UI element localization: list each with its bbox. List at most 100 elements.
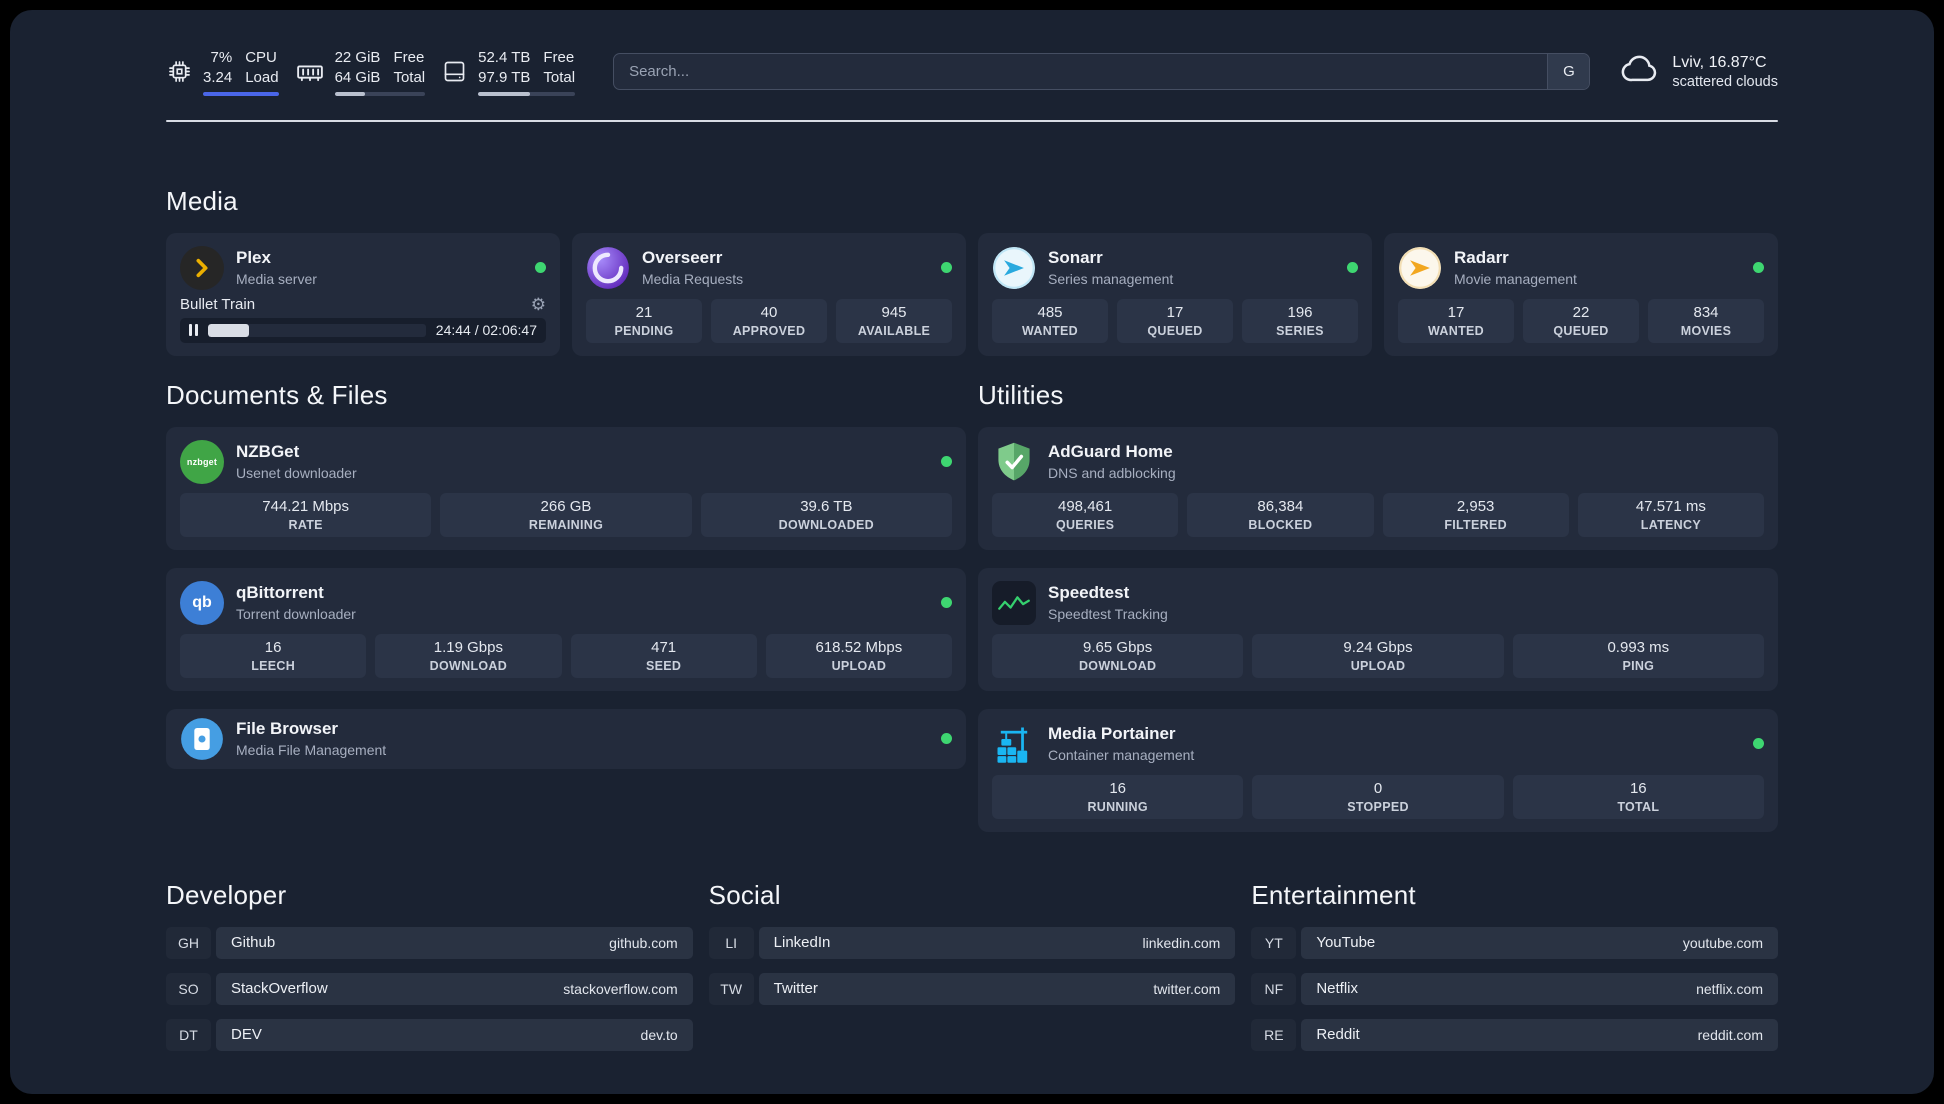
stat-box: 485 WANTED — [992, 298, 1108, 343]
stat-box: 16 TOTAL — [1512, 774, 1764, 819]
status-online-dot — [941, 456, 952, 468]
stat-value: 744.21 Mbps — [262, 497, 350, 515]
app-name: Plex — [236, 248, 271, 268]
bookmark-abbr: SO — [166, 972, 211, 1005]
stat-box: 16 RUNNING — [992, 774, 1244, 819]
cpu-label-line2: Load — [245, 68, 279, 86]
stat-value: 1.19 Gbps — [433, 638, 503, 656]
card-qbittorrent[interactable]: qb qBittorrent Torrent downloader 16 — [166, 567, 966, 691]
stat-box: 0.993 ms PING — [1512, 633, 1764, 678]
section-social: Social LI LinkedIn linkedin.com TW Twitt… — [708, 880, 1236, 1065]
sonarr-icon — [992, 246, 1036, 290]
stat-value: 17 — [1166, 303, 1184, 321]
app-subtitle: Usenet downloader — [236, 465, 357, 482]
stat-value: 86,384 — [1257, 497, 1304, 515]
stat-value: 21 — [635, 303, 653, 321]
stat-label: APPROVED — [732, 323, 806, 338]
disk-label-line1: Free — [543, 49, 575, 66]
stat-box: 86,384 BLOCKED — [1187, 492, 1374, 537]
dashboard-content: 7% 3.24 CPU Load — [166, 10, 1778, 1065]
player-seek-bar[interactable]: 24:44 / 02:06:47 — [180, 317, 546, 343]
stat-label: TOTAL — [1617, 799, 1660, 814]
adguard-icon — [992, 440, 1036, 484]
gear-icon[interactable]: ⚙ — [530, 294, 546, 314]
stat-value: 498,461 — [1058, 497, 1113, 515]
bookmark-linkedin[interactable]: LI LinkedIn linkedin.com — [708, 926, 1236, 959]
stat-box: 22 QUEUED — [1523, 298, 1639, 343]
disk-icon — [441, 58, 468, 85]
stat-value: 2,953 — [1456, 497, 1495, 515]
stat-label: SERIES — [1276, 323, 1324, 338]
stat-label: LATENCY — [1640, 517, 1701, 532]
bookmark-abbr: DT — [166, 1018, 211, 1051]
stat-box: 9.65 Gbps DOWNLOAD — [992, 633, 1244, 678]
nzbget-icon-text: nzbget — [186, 456, 218, 467]
weather-widget[interactable]: Lviv, 16.87°C scattered clouds — [1620, 49, 1778, 94]
bookmark-netflix[interactable]: NF Netflix netflix.com — [1251, 972, 1778, 1005]
section-title-developer: Developer — [166, 879, 287, 910]
disk-total: 97.9 TB — [478, 68, 531, 86]
card-nzbget[interactable]: nzbget NZBGet Usenet downloader 744.21 M… — [166, 426, 966, 550]
status-online-dot — [1753, 738, 1764, 750]
card-sonarr[interactable]: Sonarr Series management 485 WANTED 17 Q… — [978, 232, 1372, 356]
pause-icon[interactable] — [189, 324, 198, 337]
bookmark-url: twitter.com — [1153, 980, 1221, 997]
bookmark-stackoverflow[interactable]: SO StackOverflow stackoverflow.com — [166, 972, 693, 1005]
app-subtitle: DNS and adblocking — [1048, 465, 1176, 482]
stat-label: FILTERED — [1444, 517, 1507, 532]
card-speedtest[interactable]: Speedtest Speedtest Tracking 9.65 Gbps D… — [978, 567, 1778, 691]
weather-condition: scattered clouds — [1672, 73, 1778, 90]
bookmark-name: StackOverflow — [231, 980, 328, 998]
disk-usage-bar — [478, 91, 576, 96]
bookmark-abbr: YT — [1251, 926, 1297, 959]
weather-location: Lviv, 16.87°C — [1672, 53, 1767, 71]
stat-label: RUNNING — [1087, 799, 1148, 814]
stat-value: 945 — [881, 303, 907, 321]
card-overseerr[interactable]: Overseerr Media Requests 21 PENDING 40 A… — [572, 232, 966, 356]
app-subtitle: Speedtest Tracking — [1048, 606, 1168, 623]
search-input[interactable] — [614, 54, 1548, 90]
card-plex[interactable]: Plex Media server Bullet Train ⚙ — [166, 232, 560, 356]
bookmark-twitter[interactable]: TW Twitter twitter.com — [708, 972, 1236, 1005]
bookmark-url: github.com — [609, 934, 678, 951]
section-title-documents: Documents & Files — [166, 379, 388, 410]
playback-track[interactable] — [208, 323, 426, 337]
section-entertainment: Entertainment YT YouTube youtube.com NF … — [1251, 880, 1778, 1065]
card-portainer[interactable]: Media Portainer Container management 16 … — [978, 708, 1778, 832]
memory-usage-bar — [334, 91, 426, 96]
bookmark-abbr: RE — [1251, 1018, 1297, 1051]
app-name: qBittorrent — [236, 583, 324, 603]
cpu-chip-icon — [166, 58, 193, 85]
card-filebrowser[interactable]: File Browser Media File Management — [166, 708, 966, 769]
stat-box: 945 AVAILABLE — [836, 298, 952, 343]
bookmark-dev[interactable]: DT DEV dev.to — [166, 1018, 693, 1051]
bookmark-name: Netflix — [1316, 980, 1359, 998]
stat-label: PING — [1622, 658, 1655, 673]
radarr-icon — [1398, 246, 1442, 290]
stat-label: REMAINING — [528, 517, 604, 532]
stat-value: 22 — [1572, 303, 1590, 321]
card-radarr[interactable]: Radarr Movie management 17 WANTED 22 QUE… — [1384, 232, 1778, 356]
bookmark-reddit[interactable]: RE Reddit reddit.com — [1251, 1018, 1778, 1051]
playback-progress-fill — [208, 323, 250, 337]
memory-usage-bar-fill — [334, 91, 366, 96]
search-engine-button[interactable]: G — [1547, 54, 1590, 90]
bookmark-abbr: TW — [708, 972, 754, 1005]
memory-label-line2: Total — [393, 68, 426, 86]
stat-value: 16 — [264, 638, 282, 656]
section-title-media: Media — [166, 185, 238, 216]
memory-widget: 22 GiB 64 GiB Free Total — [295, 48, 426, 96]
status-online-dot — [941, 733, 952, 745]
stat-label: QUEUED — [1147, 323, 1203, 338]
disk-widget: 52.4 TB 97.9 TB Free Total — [441, 48, 576, 96]
stat-value: 16 — [1629, 779, 1647, 797]
stat-label: QUEUED — [1553, 323, 1609, 338]
bookmark-youtube[interactable]: YT YouTube youtube.com — [1251, 926, 1778, 959]
status-online-dot — [941, 262, 952, 274]
stat-label: SEED — [646, 658, 682, 673]
bookmark-github[interactable]: GH Github github.com — [166, 926, 693, 959]
bookmark-url: reddit.com — [1697, 1026, 1763, 1043]
app-subtitle: Media Requests — [642, 271, 744, 288]
app-name: Sonarr — [1048, 248, 1103, 268]
card-adguard[interactable]: AdGuard Home DNS and adblocking 498,461 … — [978, 426, 1778, 550]
